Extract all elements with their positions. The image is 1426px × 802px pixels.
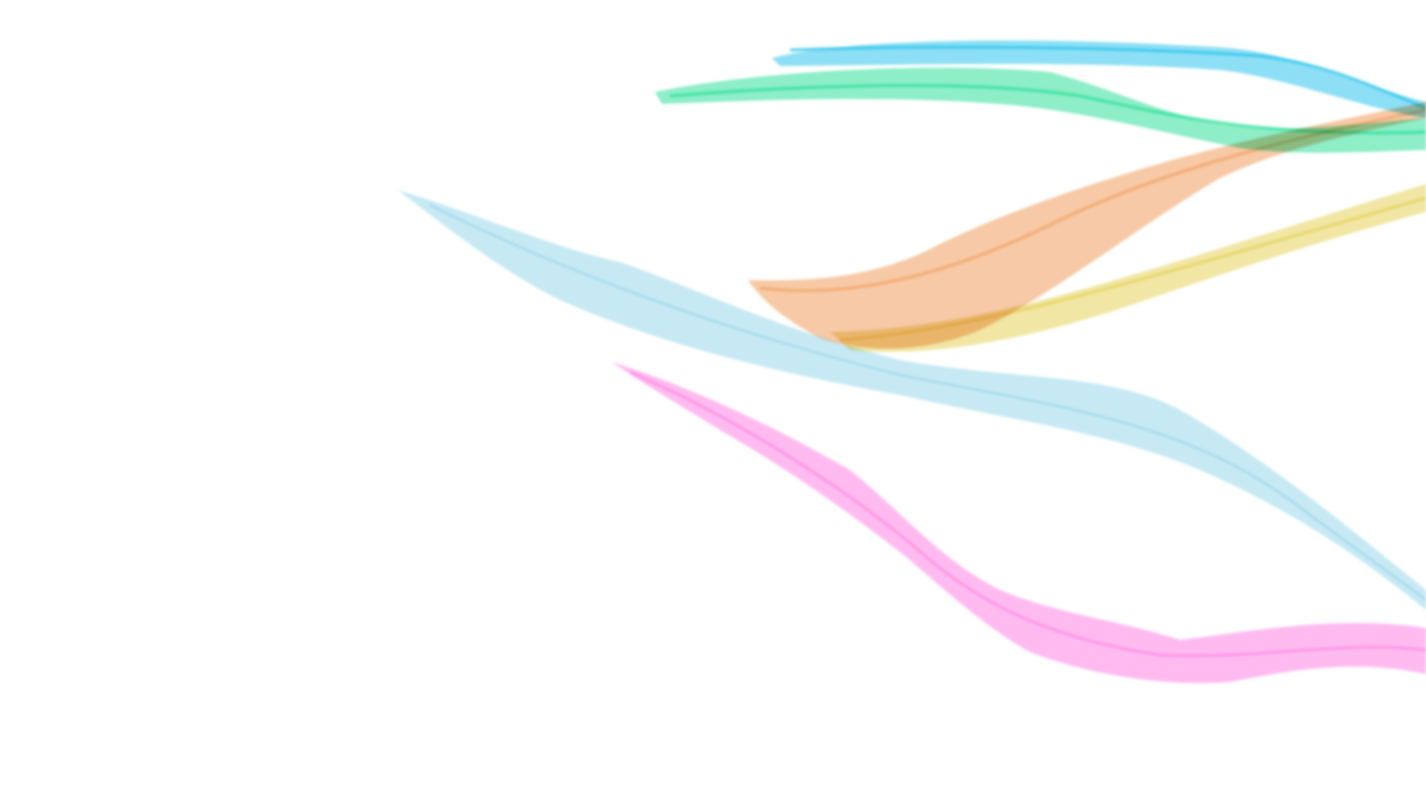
ribbon-yellow-strand <box>839 196 1426 342</box>
ribbon-pink-strand <box>629 370 1426 658</box>
ribbon-lightblue <box>398 190 1426 610</box>
ribbon-blue-strand <box>789 45 1426 110</box>
ribbon-orange-strand <box>759 108 1426 293</box>
ribbon-orange <box>748 102 1426 349</box>
ribbon-blue <box>772 40 1426 118</box>
ribbon-green <box>655 67 1426 153</box>
ribbon-green-body <box>655 67 1426 153</box>
ribbon-blue-body <box>772 40 1426 118</box>
ribbon-orange-body <box>748 102 1426 349</box>
ribbon-pink <box>612 362 1426 684</box>
ribbon-yellow <box>830 184 1426 352</box>
ribbon-pink-body <box>612 362 1426 684</box>
ribbon-green-strand <box>669 83 1426 135</box>
ribbon-lightblue-strand <box>429 204 1426 601</box>
ribbon-lightblue-body <box>398 190 1426 610</box>
